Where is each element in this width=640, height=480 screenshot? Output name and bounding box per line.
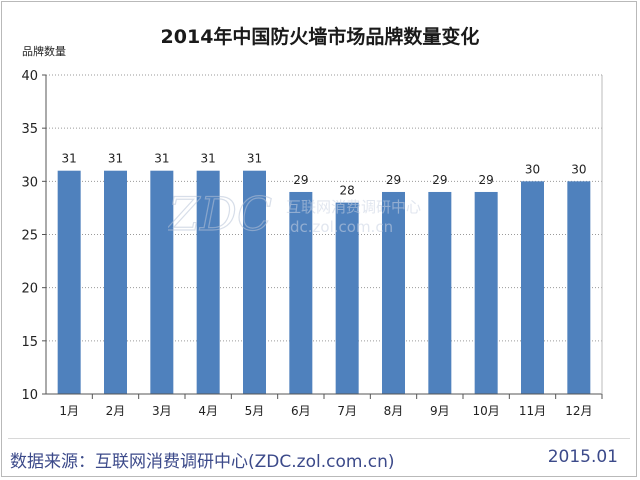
data-label: 31 bbox=[201, 152, 216, 166]
bar-11 bbox=[521, 181, 544, 394]
labels: 10 15 20 25 30 35 40 31 1月 31 2月 31 3月 31 4月 31 5月 29 6月 28… bbox=[21, 69, 592, 418]
x-tick-label: 7月 bbox=[337, 404, 357, 418]
x-tick-label: 10月 bbox=[473, 404, 500, 418]
data-label: 29 bbox=[432, 173, 447, 187]
y-tick-label: 15 bbox=[21, 335, 38, 350]
bar-12 bbox=[567, 181, 591, 394]
data-label: 29 bbox=[386, 173, 401, 187]
footer-divider bbox=[8, 438, 630, 439]
bar-2 bbox=[104, 170, 127, 394]
data-label: 31 bbox=[108, 152, 123, 166]
data-label: 30 bbox=[571, 162, 586, 176]
y-tick-label: 40 bbox=[21, 69, 38, 84]
data-label: 29 bbox=[293, 173, 308, 187]
y-tick-label: 30 bbox=[21, 175, 38, 190]
data-label: 31 bbox=[247, 152, 262, 166]
x-tick-label: 1月 bbox=[59, 404, 79, 418]
x-tick-label: 12月 bbox=[565, 404, 592, 418]
bar-10 bbox=[474, 191, 498, 394]
data-label: 31 bbox=[154, 152, 169, 166]
bar-4 bbox=[196, 170, 220, 394]
bar-1 bbox=[57, 170, 81, 394]
bars bbox=[57, 170, 591, 394]
x-tick-label: 9月 bbox=[430, 404, 450, 418]
data-label: 29 bbox=[479, 173, 494, 187]
bar-6 bbox=[289, 191, 313, 394]
x-tick-label: 11月 bbox=[519, 404, 546, 418]
y-tick-label: 20 bbox=[21, 282, 38, 297]
data-label: 28 bbox=[340, 184, 355, 198]
y-tick-label: 25 bbox=[21, 229, 38, 244]
bar-7 bbox=[335, 202, 359, 394]
bar-3 bbox=[150, 170, 174, 394]
x-tick-label: 3月 bbox=[152, 404, 172, 418]
x-tick-label: 2月 bbox=[106, 404, 126, 418]
data-label: 30 bbox=[525, 162, 540, 176]
source-note: 数据来源：互联网消费调研中心(ZDC.zol.com.cn) bbox=[10, 452, 395, 472]
x-tick-label: 4月 bbox=[198, 404, 218, 418]
y-tick-label: 35 bbox=[21, 122, 38, 137]
bar-8 bbox=[382, 191, 405, 394]
chart-title: 2014年中国防火墙市场品牌数量变化 bbox=[160, 26, 480, 48]
y-axis-label: 品牌数量 bbox=[22, 45, 66, 58]
bar-9 bbox=[428, 191, 452, 394]
data-label: 31 bbox=[62, 152, 77, 166]
x-tick-label: 5月 bbox=[245, 404, 265, 418]
y-tick-label: 10 bbox=[21, 388, 38, 403]
bar-5 bbox=[243, 170, 266, 394]
axes bbox=[42, 74, 603, 399]
x-tick-label: 6月 bbox=[291, 404, 311, 418]
gridlines bbox=[46, 74, 602, 342]
x-tick-label: 8月 bbox=[384, 404, 404, 418]
report-date: 2015.01 bbox=[547, 447, 618, 467]
